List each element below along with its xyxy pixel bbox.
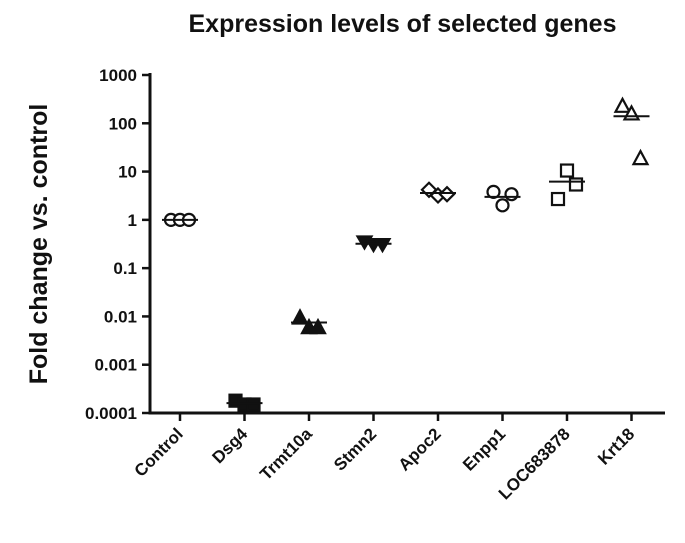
y-axis-title: Fold change vs. control [25, 104, 53, 385]
x-tick-label: Control [131, 424, 187, 480]
y-tick-label: 100 [109, 114, 137, 133]
data-point [246, 397, 261, 412]
data-point [486, 184, 501, 199]
y-tick-label: 0.01 [104, 307, 137, 326]
data-point [550, 191, 566, 207]
x-tick-label: Trmt10a [256, 424, 316, 484]
x-tick-label: Stmn2 [330, 424, 380, 474]
data-point [613, 96, 632, 113]
data-point [504, 187, 519, 202]
data-point [291, 308, 309, 325]
x-tick-label: Dsg4 [208, 424, 251, 467]
x-tick-label: Apoc2 [395, 424, 445, 474]
data-point [568, 177, 584, 192]
y-axis-title-group: Fold change vs. control [25, 104, 53, 385]
y-tick-label: 10 [118, 163, 137, 182]
x-ticks: Control Dsg4 Trmt10a Stmn2 Apoc2 Enpp1LOC6838… [131, 413, 638, 503]
y-tick-label: 0.1 [113, 259, 137, 278]
data-point [438, 185, 456, 203]
data-point [631, 148, 650, 166]
y-tick-label: 0.0001 [85, 404, 137, 423]
y-tick-label: 1000 [99, 66, 137, 85]
mean-lines [162, 115, 650, 405]
y-tick-label: 0.001 [94, 356, 137, 375]
x-tick-label: Enpp1 [459, 424, 509, 474]
chart-title: Expression levels of selected genes [188, 10, 617, 38]
axes [148, 73, 665, 415]
x-tick-label: Krt18 [594, 424, 638, 468]
data-point [495, 198, 510, 213]
data-point [559, 163, 575, 178]
y-ticks: 0.0001 0.001 0.01 0.1 1 10 100 1000 [85, 66, 150, 423]
data-point [309, 317, 327, 335]
data-point [373, 238, 392, 254]
y-tick-label: 1 [128, 211, 137, 230]
data-marks [163, 96, 650, 412]
